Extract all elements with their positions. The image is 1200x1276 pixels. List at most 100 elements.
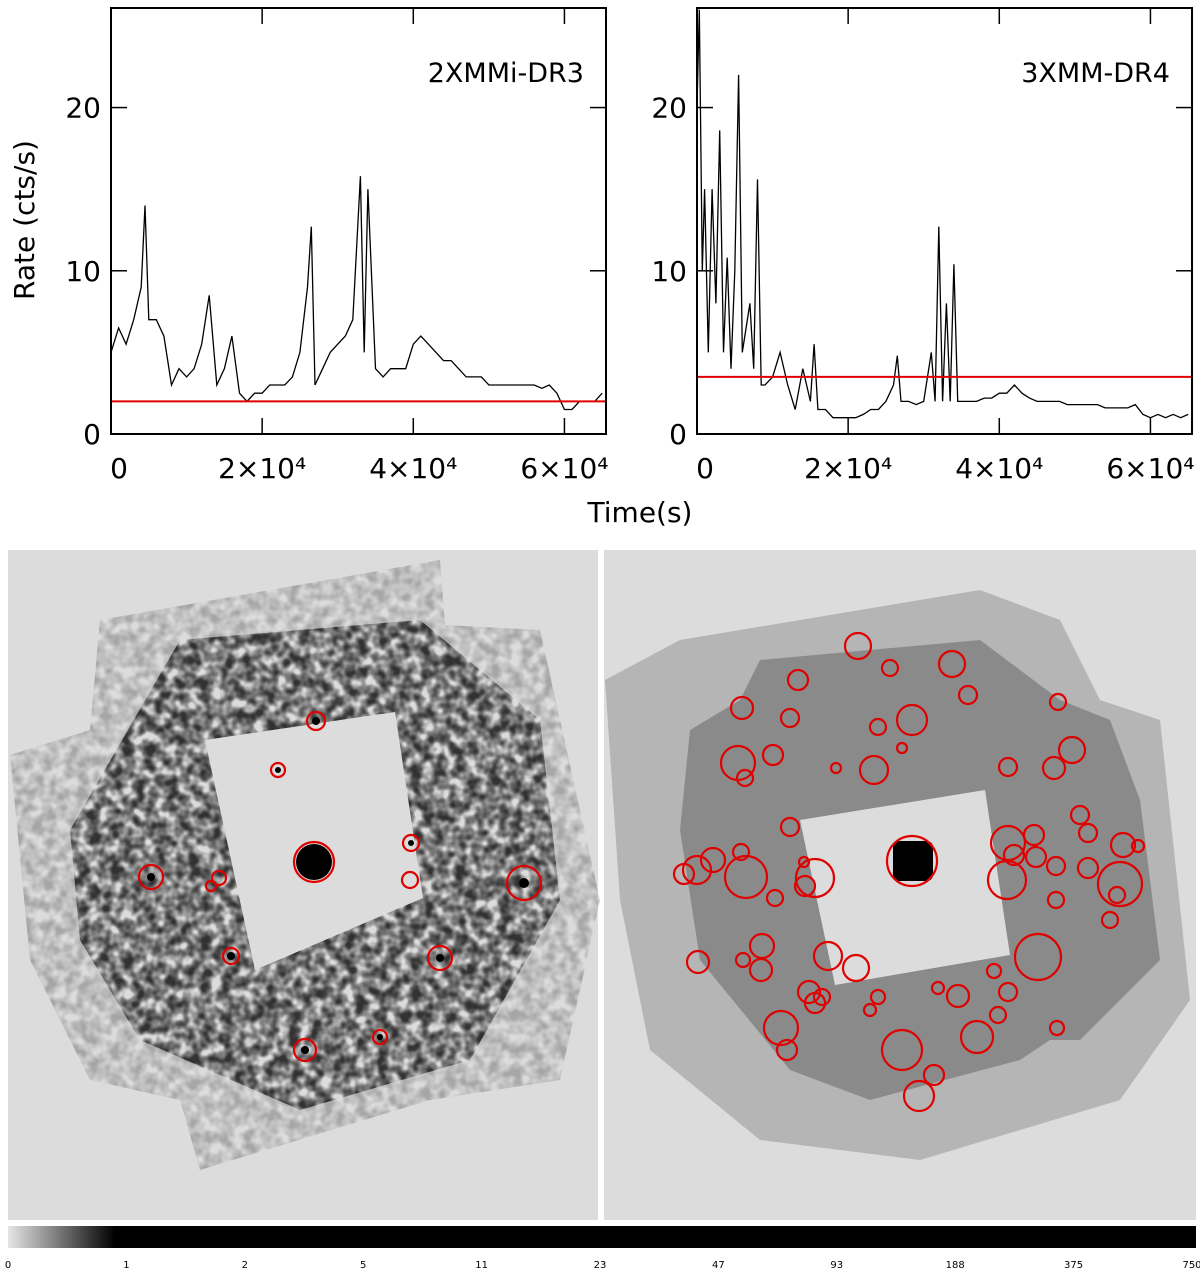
- annotation: 2XMMi-DR3: [428, 58, 584, 89]
- region: [880, 658, 900, 678]
- region: [1109, 831, 1137, 859]
- region: [204, 879, 218, 893]
- region: [1048, 1019, 1066, 1037]
- region: [945, 983, 971, 1009]
- region: [997, 756, 1019, 778]
- region: [1100, 910, 1120, 930]
- region: [210, 869, 228, 887]
- x-tick-label: 4×10⁴: [369, 452, 457, 485]
- region: [812, 940, 844, 972]
- x-tick-label: 6×10⁴: [520, 452, 608, 485]
- region: [1130, 838, 1146, 854]
- y-tick-label: 10: [651, 255, 687, 288]
- source: [519, 878, 529, 888]
- region: [957, 684, 979, 706]
- source: [296, 844, 332, 880]
- region: [1013, 932, 1063, 982]
- source-regions: [672, 631, 1146, 1113]
- region: [868, 717, 888, 737]
- region: [895, 741, 909, 755]
- colorbar-label: 2: [242, 1260, 248, 1271]
- region: [985, 962, 1003, 980]
- region: [812, 987, 832, 1007]
- colorbar-label: 47: [712, 1260, 725, 1271]
- image-right: [604, 550, 1196, 1220]
- region: [729, 695, 755, 721]
- region: [885, 834, 939, 888]
- colorbar-label: 23: [594, 1260, 607, 1271]
- source: [147, 873, 155, 881]
- region: [505, 864, 543, 902]
- colorbar-label: 93: [830, 1260, 843, 1271]
- region: [779, 707, 801, 729]
- region: [793, 874, 817, 898]
- y-axis-label: Rate (cts/s): [8, 140, 41, 300]
- y-tick-label: 0: [669, 418, 687, 451]
- plot-frame: [110, 7, 607, 435]
- region: [734, 951, 752, 969]
- region: [1041, 755, 1067, 781]
- source: [408, 840, 414, 846]
- region: [858, 754, 890, 786]
- region: [841, 953, 871, 983]
- region: [986, 859, 1028, 901]
- region: [221, 946, 241, 966]
- region: [775, 1038, 799, 1062]
- region: [699, 846, 727, 874]
- region: [292, 840, 336, 884]
- x-tick-label: 0: [696, 452, 714, 485]
- source: [893, 841, 933, 881]
- colorbar-label: 0: [5, 1260, 11, 1271]
- region: [1002, 843, 1026, 867]
- image-left: [8, 550, 600, 1220]
- region: [880, 1028, 924, 1072]
- region: [305, 710, 327, 732]
- sources: [147, 717, 529, 1054]
- region: [803, 991, 827, 1015]
- source: [227, 952, 235, 960]
- colorbar-label: 11: [475, 1260, 488, 1271]
- x-tick-label: 0: [110, 452, 128, 485]
- region: [930, 980, 946, 996]
- region: [794, 857, 836, 899]
- region: [426, 944, 454, 972]
- region: [779, 816, 801, 838]
- region: [796, 979, 822, 1005]
- region: [765, 888, 785, 908]
- region: [1046, 890, 1066, 910]
- region: [786, 668, 810, 692]
- region: [937, 649, 967, 679]
- region: [895, 703, 929, 737]
- region: [1076, 856, 1100, 880]
- region: [1024, 845, 1048, 869]
- source: [301, 1046, 309, 1054]
- region: [829, 761, 843, 775]
- colorbar: [8, 1226, 1196, 1248]
- chip-gap: [800, 790, 1010, 985]
- x-tick-label: 2×10⁴: [218, 452, 306, 485]
- x-tick-label: 6×10⁴: [1106, 452, 1194, 485]
- region: [1057, 735, 1087, 765]
- region: [997, 981, 1019, 1003]
- colorbar-label: 1: [123, 1260, 129, 1271]
- region: [292, 1037, 318, 1063]
- source: [312, 717, 320, 725]
- region: [401, 833, 421, 853]
- y-tick-label: 10: [65, 255, 101, 288]
- region: [922, 1063, 946, 1087]
- light-curve: [111, 176, 603, 411]
- region: [681, 854, 713, 886]
- region: [137, 863, 165, 891]
- y-tick-label: 20: [65, 92, 101, 125]
- colorbar-label: 750: [1182, 1260, 1200, 1271]
- region: [723, 854, 769, 900]
- region: [1096, 860, 1144, 908]
- region: [1069, 804, 1091, 826]
- region: [269, 761, 287, 779]
- region: [869, 988, 887, 1006]
- source: [436, 954, 444, 962]
- source: [377, 1034, 383, 1040]
- region: [1107, 885, 1127, 905]
- region: [762, 1009, 800, 1047]
- y-tick-label: 20: [651, 92, 687, 125]
